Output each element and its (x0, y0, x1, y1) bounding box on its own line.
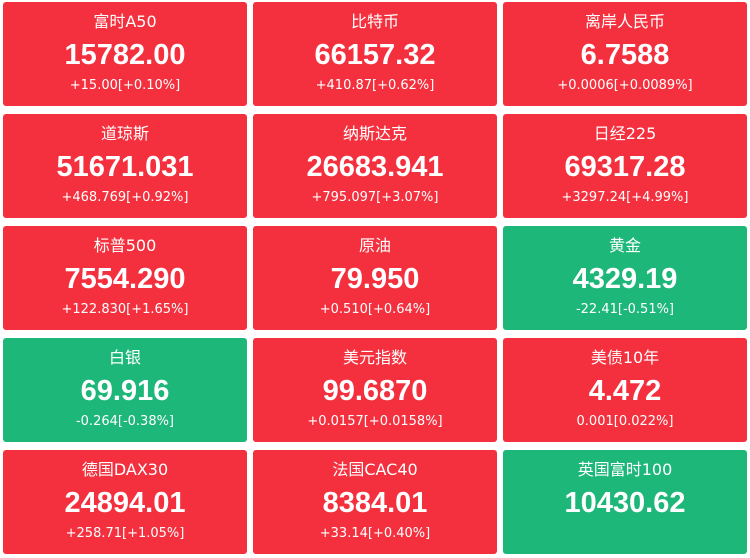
quote-name: 法国CAC40 (332, 460, 418, 479)
quote-name: 黄金 (608, 236, 641, 255)
quote-change: 0.001[0.022%] (576, 414, 674, 429)
quote-name: 富时A50 (93, 12, 157, 31)
quote-change: +795.097[+3.07%] (311, 190, 439, 205)
quote-price: 6.7588 (580, 39, 670, 71)
quote-tile: 道琼斯 51671.031 +468.769[+0.92%] (3, 114, 247, 218)
quote-change: +468.769[+0.92%] (61, 190, 189, 205)
quote-tile: 富时A50 15782.00 +15.00[+0.10%] (3, 2, 247, 106)
quote-change: +258.71[+1.05%] (65, 526, 185, 541)
quote-change: -0.264[-0.38%] (75, 414, 175, 429)
quote-price: 10430.62 (564, 487, 686, 519)
quote-price: 7554.290 (64, 263, 186, 295)
quote-name: 标普500 (93, 236, 157, 255)
quote-price: 66157.32 (314, 39, 436, 71)
quote-change: +33.14[+0.40%] (319, 526, 431, 541)
quote-name: 原油 (358, 236, 391, 255)
quote-change: +0.0006[+0.0089%] (557, 78, 693, 93)
quote-name: 美债10年 (590, 348, 660, 367)
quote-tile: 美元指数 99.6870 +0.0157[+0.0158%] (253, 338, 497, 442)
quote-price: 99.6870 (322, 375, 428, 407)
quote-change: +0.510[+0.64%] (319, 302, 431, 317)
quote-tile: 比特币 66157.32 +410.87[+0.62%] (253, 2, 497, 106)
quote-name: 离岸人民币 (584, 12, 665, 31)
quote-tile: 离岸人民币 6.7588 +0.0006[+0.0089%] (503, 2, 747, 106)
quote-change: +410.87[+0.62%] (315, 78, 435, 93)
quote-change: +3297.24[+4.99%] (561, 190, 689, 205)
quote-price: 24894.01 (64, 487, 186, 519)
quote-change: +15.00[+0.10%] (69, 78, 181, 93)
quote-price: 79.950 (330, 263, 420, 295)
quote-name: 比特币 (350, 12, 399, 31)
quote-name: 德国DAX30 (81, 460, 169, 479)
quote-price: 4.472 (588, 375, 662, 407)
quote-tile: 原油 79.950 +0.510[+0.64%] (253, 226, 497, 330)
quote-price: 8384.01 (322, 487, 428, 519)
quote-name: 道琼斯 (100, 124, 149, 143)
quote-tile: 白银 69.916 -0.264[-0.38%] (3, 338, 247, 442)
quote-tile: 标普500 7554.290 +122.830[+1.65%] (3, 226, 247, 330)
quote-name: 英国富时100 (577, 460, 673, 479)
quote-tile: 德国DAX30 24894.01 +258.71[+1.05%] (3, 450, 247, 554)
quote-price: 69317.28 (564, 151, 686, 183)
quote-change: +122.830[+1.65%] (61, 302, 189, 317)
quote-price: 15782.00 (64, 39, 186, 71)
quote-tile: 美债10年 4.472 0.001[0.022%] (503, 338, 747, 442)
quote-name: 白银 (108, 348, 141, 367)
quote-change: +0.0157[+0.0158%] (307, 414, 443, 429)
quote-tile: 黄金 4329.19 -22.41[-0.51%] (503, 226, 747, 330)
quote-name: 纳斯达克 (342, 124, 407, 143)
quote-tile: 英国富时100 10430.62 (503, 450, 747, 554)
quote-price: 51671.031 (56, 151, 194, 183)
quote-change: -22.41[-0.51%] (575, 302, 675, 317)
quote-price: 4329.19 (572, 263, 678, 295)
quote-price: 26683.941 (306, 151, 444, 183)
quote-price: 69.916 (80, 375, 170, 407)
quote-tile: 纳斯达克 26683.941 +795.097[+3.07%] (253, 114, 497, 218)
quote-name: 日经225 (593, 124, 657, 143)
quote-tile: 法国CAC40 8384.01 +33.14[+0.40%] (253, 450, 497, 554)
quote-tile: 日经225 69317.28 +3297.24[+4.99%] (503, 114, 747, 218)
quote-name: 美元指数 (342, 348, 407, 367)
